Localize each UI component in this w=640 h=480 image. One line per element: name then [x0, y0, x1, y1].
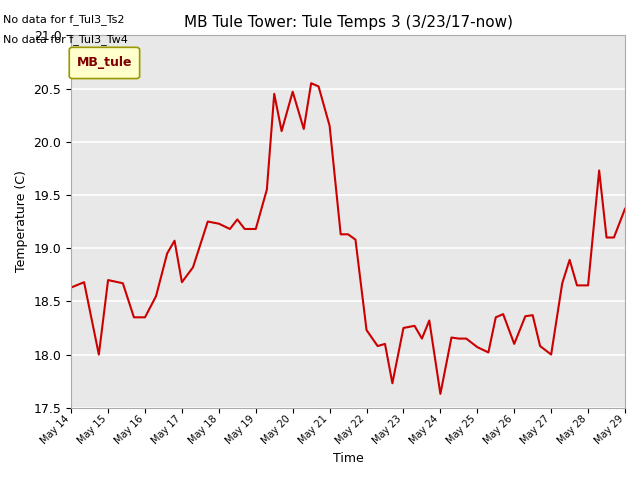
Text: No data for f_Tul3_Tw4: No data for f_Tul3_Tw4	[3, 34, 128, 45]
X-axis label: Time: Time	[333, 452, 364, 465]
Title: MB Tule Tower: Tule Temps 3 (3/23/17-now): MB Tule Tower: Tule Temps 3 (3/23/17-now…	[184, 15, 513, 30]
Text: No data for f_Tul3_Ts2: No data for f_Tul3_Ts2	[3, 14, 125, 25]
Y-axis label: Temperature (C): Temperature (C)	[15, 170, 28, 273]
Text: MB_tule: MB_tule	[77, 57, 132, 70]
